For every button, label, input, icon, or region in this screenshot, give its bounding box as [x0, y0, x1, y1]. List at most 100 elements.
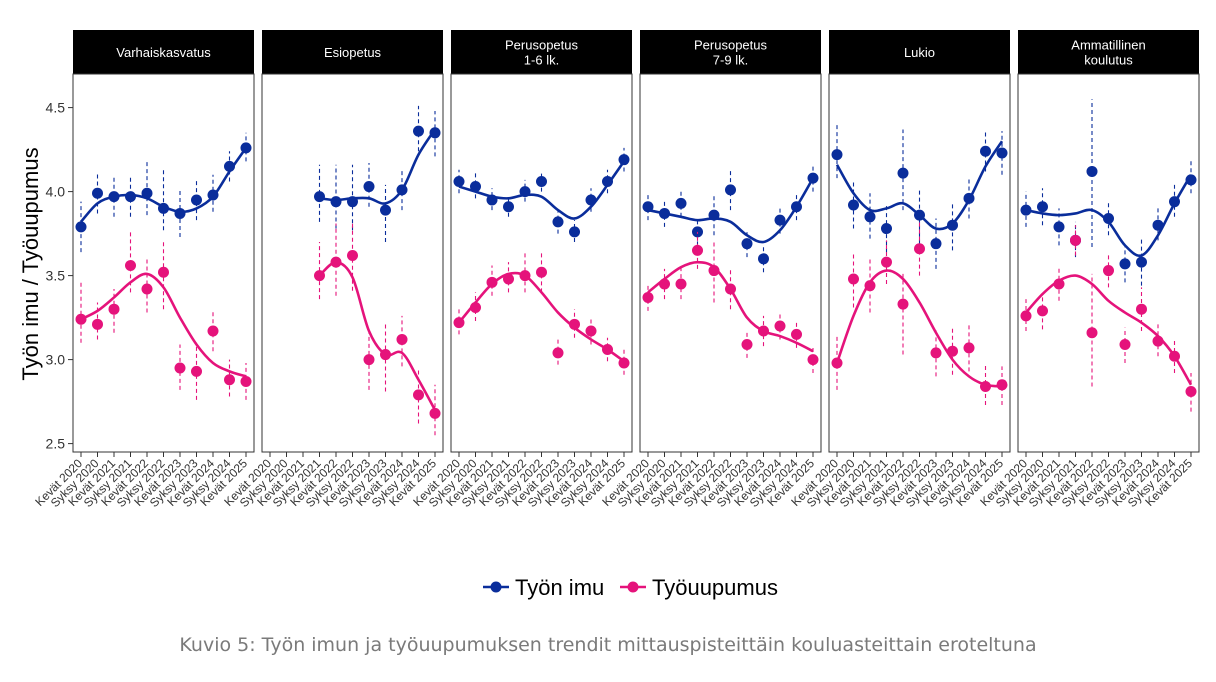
- data-point: [486, 194, 498, 206]
- data-point: [141, 283, 153, 295]
- series-group: [453, 250, 630, 375]
- data-point: [675, 278, 687, 290]
- data-point: [708, 209, 720, 221]
- data-point: [240, 375, 252, 387]
- data-point: [758, 325, 769, 337]
- data-point: [1053, 278, 1065, 290]
- data-point: [552, 216, 564, 228]
- data-point: [158, 202, 169, 214]
- data-point: [1152, 335, 1164, 347]
- series-group: [453, 147, 630, 242]
- y-tick-label: 2.5: [46, 436, 66, 452]
- data-point: [897, 167, 909, 179]
- data-point: [75, 221, 87, 233]
- panel-border: [639, 73, 822, 453]
- data-point: [552, 347, 564, 359]
- data-point: [914, 243, 925, 255]
- data-point: [429, 127, 441, 139]
- data-point: [536, 176, 547, 188]
- data-point: [363, 181, 375, 193]
- data-point: [1185, 174, 1197, 186]
- data-point: [618, 357, 630, 369]
- data-point: [864, 211, 876, 223]
- series-group: [642, 164, 819, 273]
- facet-strip: [451, 30, 632, 74]
- facet-strip: [1018, 30, 1199, 74]
- data-point: [848, 273, 859, 285]
- facet-title: Perusopetus: [505, 38, 578, 53]
- facet-title: Lukio: [904, 45, 935, 60]
- data-point: [947, 219, 958, 231]
- data-point: [980, 145, 991, 157]
- data-point: [725, 184, 736, 196]
- legend: Työn imu Työuupumus: [483, 575, 778, 600]
- data-point: [174, 207, 186, 219]
- data-point: [569, 318, 580, 330]
- data-point: [1119, 338, 1131, 350]
- data-point: [224, 160, 235, 172]
- data-point: [1086, 327, 1098, 339]
- legend-marker: [490, 581, 502, 593]
- data-point: [330, 196, 342, 208]
- data-point: [191, 365, 202, 377]
- series-group: [831, 124, 1008, 269]
- facet-strip: [829, 30, 1010, 74]
- data-point: [413, 125, 424, 137]
- series-group: [1020, 225, 1197, 412]
- facet-title: 7-9 lk.: [713, 53, 748, 68]
- data-point: [347, 196, 358, 208]
- data-point: [791, 201, 802, 213]
- data-point: [914, 209, 925, 221]
- data-point: [224, 374, 235, 386]
- data-point: [774, 320, 786, 332]
- data-point: [1169, 350, 1180, 362]
- data-point: [396, 184, 408, 196]
- series-group: [75, 132, 252, 253]
- data-point: [1152, 219, 1164, 231]
- data-point: [585, 325, 597, 337]
- legend-label: Työn imu: [515, 575, 604, 600]
- data-point: [741, 338, 753, 350]
- data-point: [75, 313, 87, 325]
- series-group: [642, 231, 819, 374]
- data-point: [1169, 196, 1180, 208]
- data-point: [996, 147, 1008, 159]
- data-point: [141, 187, 153, 199]
- facet-title: Ammatillinen: [1071, 38, 1145, 53]
- data-point: [1103, 212, 1114, 224]
- data-point: [1037, 201, 1048, 213]
- series-group: [75, 231, 252, 400]
- data-point: [708, 265, 720, 277]
- data-point: [125, 191, 136, 203]
- series-group: [314, 105, 441, 242]
- data-point: [92, 187, 103, 199]
- figure-caption: Kuvio 5: Työn imun ja työuupumuksen tren…: [179, 634, 1037, 656]
- data-point: [1136, 303, 1147, 315]
- data-point: [108, 191, 120, 203]
- data-point: [659, 207, 670, 219]
- data-point: [108, 303, 120, 315]
- data-point: [642, 291, 654, 303]
- data-point: [692, 244, 703, 256]
- data-point: [791, 328, 802, 340]
- legend-marker: [627, 581, 639, 593]
- data-point: [125, 260, 136, 272]
- data-point: [330, 256, 342, 268]
- data-point: [675, 197, 687, 209]
- data-point: [174, 362, 186, 374]
- panel-border: [72, 73, 255, 453]
- data-point: [1119, 258, 1131, 270]
- data-point: [470, 302, 481, 314]
- data-point: [380, 349, 391, 361]
- data-point: [519, 270, 531, 282]
- data-point: [396, 333, 408, 345]
- legend-item: Työn imu: [483, 575, 604, 600]
- data-point: [831, 149, 843, 161]
- data-point: [569, 226, 580, 238]
- legend-label: Työuupumus: [652, 575, 778, 600]
- data-point: [453, 176, 465, 188]
